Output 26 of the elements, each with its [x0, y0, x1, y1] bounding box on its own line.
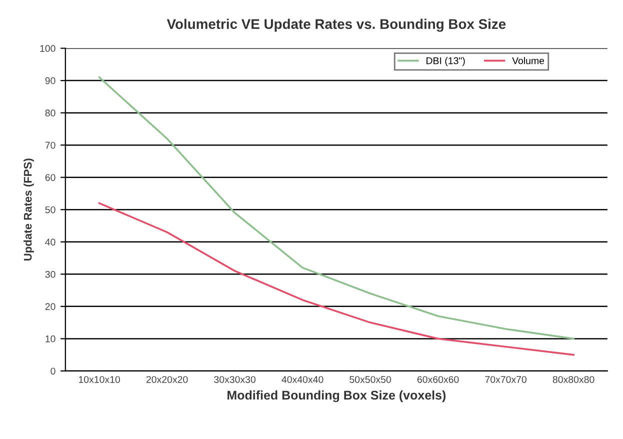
line-series: [98, 202, 574, 356]
x-tick-label: 60x60x60: [417, 376, 459, 383]
x-tick-label: 10x10x10: [78, 376, 120, 383]
y-tick-label: 0: [50, 368, 56, 375]
x-tick-label: 50x50x50: [350, 376, 391, 383]
chart-title: Volumetric VE Update Rates vs. Bounding Box Size: [166, 18, 506, 32]
x-tick-label: 80x80x80: [552, 376, 594, 383]
x-tick-label: 30x30x30: [214, 376, 256, 383]
y-tick-label: 40: [45, 238, 56, 246]
x-tick-label: 40x40x40: [282, 376, 324, 383]
y-tick-label: 100: [40, 45, 56, 52]
y-tick-label: 60: [45, 174, 56, 181]
x-tick-label: 70x70x70: [485, 376, 526, 383]
y-axis-title: Update Rates (FPS): [24, 158, 34, 261]
x-axis-title: Modified Bounding Box Size (voxels): [228, 390, 446, 402]
y-tick-label: 50: [45, 206, 56, 214]
y-tick-label: 90: [45, 77, 56, 84]
legend-label: Volume: [512, 57, 544, 64]
y-tick-label: 80: [45, 110, 56, 116]
y-tick-label: 70: [45, 142, 56, 149]
y-tick-label: 10: [46, 335, 56, 342]
y-tick-label: 20: [45, 303, 56, 310]
x-tick-label: 20x20x20: [146, 376, 188, 383]
y-tick-label: 30: [45, 270, 56, 278]
line-series: [98, 76, 574, 340]
legend-label: DBI (13"): [426, 57, 465, 66]
